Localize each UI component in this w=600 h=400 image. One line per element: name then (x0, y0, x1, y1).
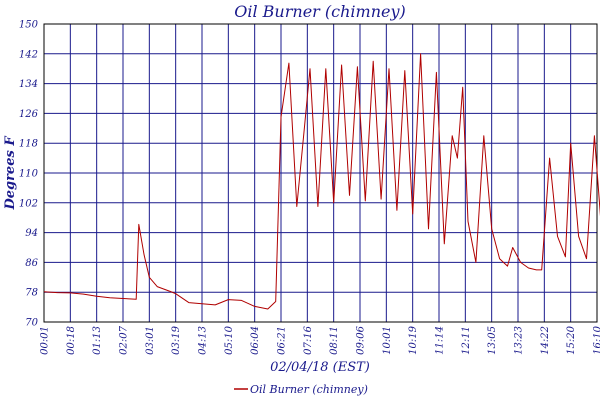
y-tick-label: 142 (19, 49, 38, 60)
x-tick-label: 13:05 (487, 326, 498, 355)
x-tick-label: 09:06 (356, 325, 367, 354)
y-axis-label: Degrees F (3, 136, 18, 211)
y-tick-label: 70 (25, 318, 38, 329)
y-tick-label: 78 (25, 288, 38, 299)
y-tick-label: 134 (19, 79, 38, 90)
x-tick-label: 01:13 (92, 326, 103, 355)
x-tick-label: 12:11 (461, 326, 472, 355)
y-tick-label: 150 (19, 20, 39, 31)
x-tick-label: 13:23 (514, 326, 525, 355)
y-tick-label: 110 (19, 169, 39, 180)
y-tick-label: 102 (19, 198, 38, 209)
x-tick-label: 07:16 (303, 325, 314, 354)
x-tick-label: 08:11 (329, 326, 340, 355)
x-tick-label: 16:10 (593, 325, 600, 354)
series-layer (43, 53, 600, 310)
chart-title: Oil Burner (chimney) (234, 2, 406, 21)
x-tick-label: 00:18 (66, 326, 77, 355)
x-tick-label: 05:10 (224, 325, 235, 354)
x-axis-label: 02/04/18 (EST) (270, 360, 370, 375)
x-tick-label: 06:21 (277, 326, 288, 355)
x-tick-label: 03:19 (171, 325, 182, 354)
x-tick-label: 15:20 (566, 325, 577, 354)
x-tick-label: 00:01 (40, 326, 51, 355)
x-tick-label: 14:22 (540, 326, 551, 355)
x-tick-label: 10:01 (382, 326, 393, 355)
y-axis-ticks: 70 78 86 94 102 110 118 126 134 142 150 (19, 20, 39, 329)
legend: Oil Burner (chimney) (234, 383, 368, 396)
x-tick-label: 06:04 (250, 326, 261, 355)
legend-label: Oil Burner (chimney) (250, 383, 368, 396)
x-tick-label: 04:13 (198, 326, 209, 355)
x-tick-label: 10:19 (408, 325, 419, 354)
y-tick-label: 126 (19, 109, 39, 120)
series-line (43, 53, 600, 310)
y-tick-label: 94 (25, 228, 38, 239)
x-tick-label: 02:07 (119, 325, 130, 354)
x-axis-ticks: 00:01 00:18 01:13 02:07 03:01 03:19 04:13 05:10… (40, 325, 600, 354)
x-tick-label: 11:14 (435, 326, 446, 355)
x-tick-label: 03:01 (145, 326, 156, 355)
y-tick-label: 118 (19, 139, 38, 150)
y-tick-label: 86 (25, 258, 38, 269)
